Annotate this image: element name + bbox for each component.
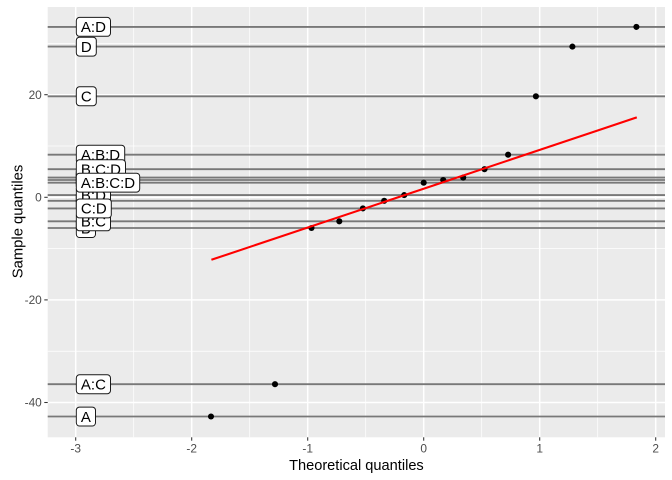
svg-text:C:D: C:D (81, 201, 107, 218)
svg-text:-3: -3 (70, 442, 81, 456)
svg-text:A:B:C:D: A:B:C:D (81, 175, 135, 192)
svg-text:2: 2 (652, 442, 659, 456)
svg-text:20: 20 (29, 88, 43, 102)
svg-text:C: C (81, 89, 92, 106)
svg-text:D: D (81, 39, 92, 56)
svg-text:-2: -2 (186, 442, 197, 456)
svg-text:A:C: A:C (81, 377, 106, 394)
svg-text:-1: -1 (302, 442, 313, 456)
svg-text:-40: -40 (25, 396, 43, 410)
svg-text:1: 1 (536, 442, 543, 456)
svg-text:Theoretical quantiles: Theoretical quantiles (289, 458, 424, 474)
svg-text:-20: -20 (25, 293, 43, 307)
svg-text:A: A (81, 409, 91, 426)
svg-text:0: 0 (420, 442, 427, 456)
svg-text:0: 0 (35, 191, 42, 205)
svg-text:A:D: A:D (81, 19, 106, 36)
svg-text:Sample quantiles: Sample quantiles (10, 165, 26, 279)
